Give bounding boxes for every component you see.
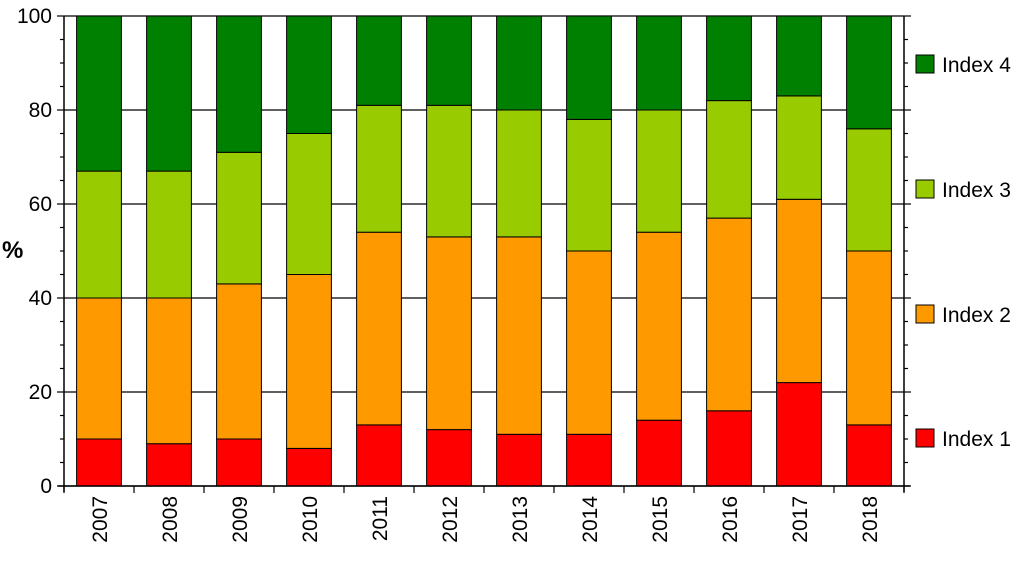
bar-2017-index-3 <box>776 95 822 200</box>
bar-2015-index-1 <box>636 419 682 487</box>
bar-2015-index-4 <box>636 15 682 111</box>
bar-2012-index-1 <box>426 429 472 487</box>
bar-2013-index-4 <box>496 15 542 111</box>
bar-2017-index-4 <box>776 15 822 97</box>
bar-2007-index-3 <box>76 170 122 299</box>
bar-2018-index-4 <box>846 15 892 130</box>
y-axis-label: % <box>2 237 23 264</box>
bar-2013-index-1 <box>496 433 542 487</box>
bar-2008-index-3 <box>146 170 192 299</box>
bar-2014-index-1 <box>566 433 612 487</box>
y-tick-label-40: 40 <box>29 287 52 310</box>
bar-2010-index-1 <box>286 447 332 487</box>
bar-2009-index-3 <box>216 151 262 285</box>
bar-2014-index-3 <box>566 118 612 252</box>
legend-label-index-3: Index 3 <box>942 179 1011 202</box>
bar-2007-index-4 <box>76 15 122 172</box>
bar-2016-index-1 <box>706 410 752 487</box>
bar-2014-index-2 <box>566 250 612 435</box>
x-axis-ticks: 2007 2008 2009 2010 2011 2012 2013 2014 2015 2016… <box>63 486 905 543</box>
x-tick-label-2010: 2010 <box>299 496 322 543</box>
bar-2010-index-2 <box>286 274 332 449</box>
x-tick-label-2008: 2008 <box>159 496 182 543</box>
legend-label-index-4: Index 4 <box>942 54 1011 77</box>
bar-2018-index-2 <box>846 250 892 426</box>
y-tick-label-60: 60 <box>29 193 52 216</box>
bar-2018-index-1 <box>846 424 892 487</box>
x-tick-label-2012: 2012 <box>439 496 462 543</box>
bar-2018-index-3 <box>846 128 892 252</box>
bar-2008-index-2 <box>146 297 192 445</box>
bar-2010-index-3 <box>286 133 332 275</box>
legend-swatch-index-4 <box>915 54 935 74</box>
legend-swatch-index-2 <box>915 304 935 324</box>
y-axis-ticks: 0 20 40 60 80 100 <box>17 5 911 498</box>
bar-2016-index-2 <box>706 217 752 412</box>
bar-2008-index-4 <box>146 15 192 172</box>
bar-2009-index-1 <box>216 438 262 487</box>
bar-2011-index-3 <box>356 104 402 233</box>
y-tick-label-100: 100 <box>17 5 52 28</box>
legend-label-index-1: Index 1 <box>942 428 1011 451</box>
y-tick-label-0: 0 <box>40 475 52 498</box>
bar-2009-index-4 <box>216 15 262 153</box>
bar-2016-index-4 <box>706 15 752 102</box>
x-tick-label-2013: 2013 <box>509 496 532 543</box>
bar-2015-index-3 <box>636 109 682 233</box>
x-tick-label-2015: 2015 <box>649 496 672 543</box>
bar-2007-index-1 <box>76 438 122 487</box>
y-tick-label-20: 20 <box>29 381 52 404</box>
legend-swatch-index-3 <box>915 179 935 199</box>
bar-2013-index-3 <box>496 109 542 238</box>
bar-2008-index-1 <box>146 443 192 487</box>
bar-2009-index-2 <box>216 283 262 440</box>
bars-group <box>76 15 892 487</box>
bar-2011-index-2 <box>356 231 402 426</box>
bar-2012-index-4 <box>426 15 472 106</box>
bar-2013-index-2 <box>496 236 542 435</box>
x-tick-label-2014: 2014 <box>579 496 602 543</box>
bar-2015-index-2 <box>636 231 682 421</box>
bar-2007-index-2 <box>76 297 122 440</box>
x-tick-label-2007: 2007 <box>89 496 112 543</box>
bar-2011-index-4 <box>356 15 402 106</box>
y-tick-label-80: 80 <box>29 99 52 122</box>
bar-2014-index-4 <box>566 15 612 120</box>
x-tick-label-2009: 2009 <box>229 496 252 543</box>
bar-2011-index-1 <box>356 424 402 487</box>
bar-2012-index-3 <box>426 104 472 238</box>
bar-2017-index-2 <box>776 198 822 384</box>
bar-2016-index-3 <box>706 100 752 219</box>
legend-label-index-2: Index 2 <box>942 304 1011 327</box>
legend: Index 4 Index 3 Index 2 Index 1 <box>915 54 1011 451</box>
x-tick-label-2018: 2018 <box>859 496 882 543</box>
x-tick-label-2011: 2011 <box>369 496 392 541</box>
bar-2010-index-4 <box>286 15 332 134</box>
x-tick-label-2017: 2017 <box>789 496 812 543</box>
bar-2012-index-2 <box>426 236 472 431</box>
legend-swatch-index-1 <box>915 428 935 448</box>
bar-2017-index-1 <box>776 382 822 487</box>
x-tick-label-2016: 2016 <box>719 496 742 543</box>
